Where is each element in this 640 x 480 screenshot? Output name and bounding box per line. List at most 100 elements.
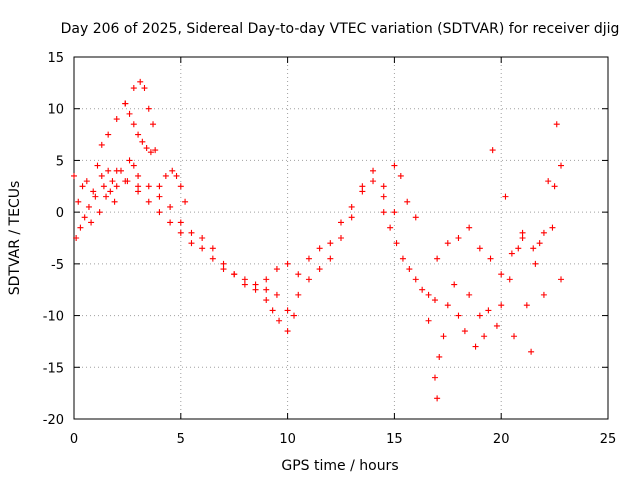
data-point [553, 121, 560, 128]
data-point [209, 255, 216, 262]
data-point [152, 147, 159, 154]
data-point [100, 183, 107, 190]
data-point [126, 110, 133, 117]
series-descent-15h [380, 209, 438, 304]
data-point [276, 317, 283, 324]
data-point [481, 333, 488, 340]
data-point [98, 172, 105, 179]
data-point [71, 172, 77, 179]
data-point [79, 183, 86, 190]
data-point [162, 172, 169, 179]
data-point [412, 276, 419, 283]
data-point [434, 255, 441, 262]
data-point [472, 343, 479, 350]
data-point [135, 183, 142, 190]
data-point [380, 183, 387, 190]
data-point [476, 245, 483, 252]
y-tick-label: -10 [43, 310, 64, 325]
series-rise-track-a [284, 162, 419, 314]
data-point [83, 178, 90, 185]
data-point [150, 121, 157, 128]
y-tick-label: 15 [47, 51, 64, 66]
data-point [96, 209, 103, 216]
data-point [404, 198, 411, 205]
data-point [103, 193, 110, 200]
data-point [348, 214, 355, 221]
data-point [451, 281, 458, 288]
data-points [71, 78, 565, 402]
data-point [113, 116, 120, 123]
data-point [284, 260, 291, 267]
data-point [558, 162, 565, 169]
data-point [92, 193, 99, 200]
data-point [124, 178, 131, 185]
data-point [316, 266, 323, 273]
data-point [406, 266, 413, 273]
data-point [431, 374, 438, 381]
series-late-branch [434, 162, 565, 278]
data-point [545, 178, 552, 185]
x-tick-label: 10 [279, 432, 296, 447]
x-tick-label: 20 [493, 432, 510, 447]
data-point [173, 172, 180, 179]
data-point [177, 219, 184, 226]
data-point [167, 219, 174, 226]
data-point [431, 297, 438, 304]
axis-ticks: 0 5 10 15 20 25 -20 -15 -10 -5 0 5 10 15 [43, 51, 617, 447]
data-point [145, 198, 152, 205]
data-point [81, 214, 88, 221]
data-point [199, 235, 206, 241]
data-point [156, 183, 163, 190]
data-point [434, 395, 441, 402]
data-point [487, 255, 494, 262]
x-tick-label: 5 [177, 432, 185, 447]
data-point [498, 271, 505, 278]
data-point [370, 178, 377, 185]
data-point [425, 317, 432, 324]
data-point [436, 353, 443, 360]
data-point [519, 235, 526, 241]
data-point [399, 255, 406, 262]
data-point [412, 214, 419, 221]
data-point [156, 209, 163, 216]
data-point [530, 245, 537, 252]
data-point [111, 198, 118, 205]
data-point [536, 240, 543, 247]
data-point [455, 235, 462, 241]
x-axis-label: GPS time / hours [281, 458, 398, 474]
data-point [391, 162, 398, 169]
data-point [419, 286, 426, 293]
data-point [167, 203, 174, 210]
y-tick-label: -20 [43, 413, 64, 428]
data-point [145, 183, 152, 190]
data-point [147, 149, 154, 156]
data-point [130, 85, 137, 92]
data-point [327, 255, 334, 262]
data-point [359, 188, 366, 195]
y-axis-label: SDTVAR / TECUs [7, 181, 23, 296]
data-point [461, 328, 468, 335]
data-point [549, 224, 556, 231]
data-point [252, 286, 259, 293]
data-point [177, 229, 184, 236]
data-point [305, 276, 312, 283]
data-point [169, 167, 176, 174]
data-point [380, 193, 387, 200]
data-point [284, 328, 291, 335]
data-point [498, 302, 505, 309]
data-point [515, 245, 522, 252]
y-tick-label: -15 [43, 361, 64, 376]
data-point [387, 224, 394, 231]
data-point [444, 240, 451, 247]
data-point [139, 138, 146, 145]
grid [74, 57, 608, 419]
data-point [273, 266, 280, 273]
y-tick-label: 10 [47, 103, 64, 118]
series-main-track-b [135, 172, 280, 298]
data-point [440, 333, 447, 340]
data-point [209, 245, 216, 252]
data-point [130, 162, 137, 169]
data-point [466, 224, 473, 231]
data-point [113, 183, 120, 190]
data-point [316, 245, 323, 252]
